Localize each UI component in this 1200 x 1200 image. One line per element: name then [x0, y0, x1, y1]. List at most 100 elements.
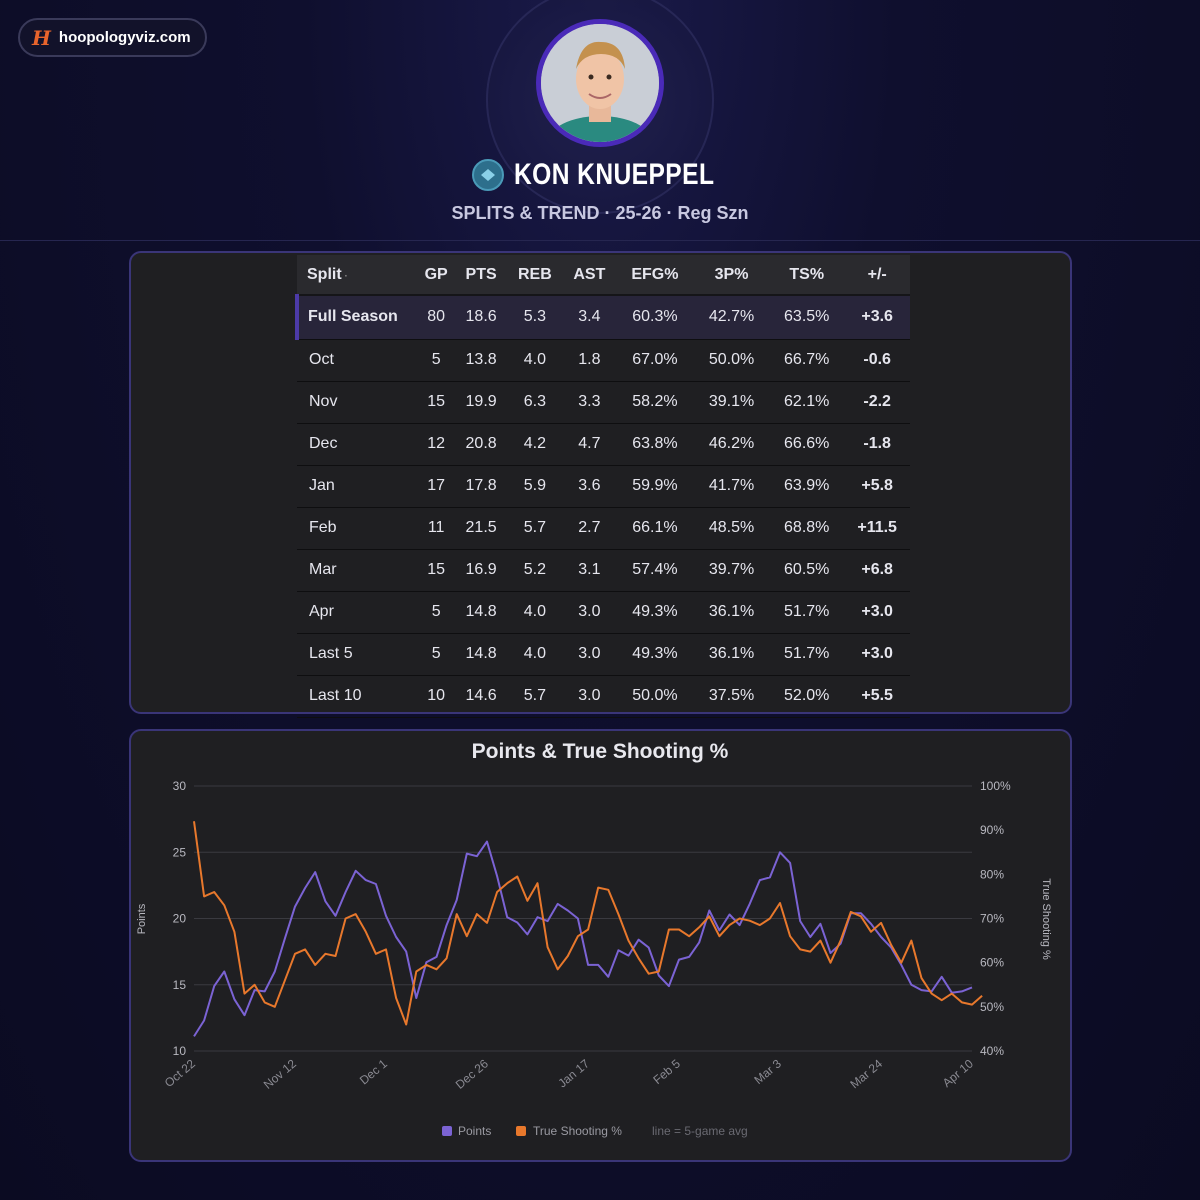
column-header-plus-minus[interactable]: +/-	[844, 255, 910, 296]
table-cell-reb: 4.0	[506, 633, 563, 676]
table-cell-3p: 39.1%	[693, 381, 770, 424]
table-cell-ts: 63.5%	[769, 295, 845, 340]
table-cell-gp: 15	[417, 381, 456, 424]
table-cell-ast: 3.0	[562, 675, 616, 718]
y-axis-label: Points	[136, 903, 148, 934]
table-cell-reb: 5.9	[506, 465, 563, 508]
player-name: KON KNUEPPEL	[513, 158, 715, 191]
brand-text: hoopologyviz.com	[58, 29, 191, 46]
column-header-efg[interactable]: EFG%	[615, 255, 694, 296]
column-header-label: 3P%	[714, 265, 749, 283]
table-cell-ast: 1.8	[562, 339, 616, 382]
table-row: Last 10 10 14.6 5.7 3.0 50.0% 37.5% 52.0% +5.5	[297, 675, 910, 718]
splits-panel: Split · GP PTS REB AST EFG% 3P% TS% +/- Full Sea…	[129, 251, 1072, 718]
table-row: Last 5 5 14.8 4.0 3.0 49.3% 36.1% 51.7% +3.0	[297, 633, 910, 676]
table-cell-3p: 41.7%	[693, 465, 770, 508]
table-cell-efg: 57.4%	[615, 549, 694, 592]
x-tick-label: Mar 24	[847, 1056, 885, 1091]
table-cell-efg: 66.1%	[615, 507, 694, 550]
table-cell-pts: 14.8	[455, 633, 507, 676]
table-cell-efg: 60.3%	[615, 295, 694, 340]
table-cell-gp: 10	[417, 675, 456, 718]
column-header-label: AST	[573, 265, 606, 283]
column-header-split[interactable]: Split ·	[297, 255, 417, 296]
table-row: Oct 5 13.8 4.0 1.8 67.0% 50.0% 66.7% -0.6	[297, 339, 910, 382]
table-cell-gp: 11	[417, 507, 456, 550]
table-cell-split: Nov	[297, 381, 417, 424]
table-cell-pts: 21.5	[455, 507, 507, 550]
brand-badge[interactable]: H hoopologyviz.com	[18, 18, 207, 57]
table-row: Dec 12 20.8 4.2 4.7 63.8% 46.2% 66.6% -1.8	[297, 423, 910, 466]
column-header-reb[interactable]: REB	[506, 255, 563, 296]
legend-swatch-points	[442, 1126, 452, 1136]
table-row: Full Season 80 18.6 5.3 3.4 60.3% 42.7% 63.5% +3…	[295, 295, 910, 340]
table-cell-reb: 4.0	[506, 339, 563, 382]
x-tick-label: Jan 17	[555, 1056, 592, 1090]
table-cell-gp: 12	[417, 423, 456, 466]
x-tick-label: Oct 22	[162, 1056, 198, 1090]
column-header-label: GP	[424, 265, 448, 283]
column-header-ts[interactable]: TS%	[769, 255, 845, 296]
y2-tick-label: 70%	[980, 912, 1004, 926]
table-cell-ts: 51.7%	[769, 633, 845, 676]
table-cell-ast: 3.0	[562, 591, 616, 634]
table-cell-reb: 5.3	[506, 295, 563, 340]
table-row: Mar 15 16.9 5.2 3.1 57.4% 39.7% 60.5% +6.8	[297, 549, 910, 592]
table-cell-ast: 2.7	[562, 507, 616, 550]
column-header-label: REB	[518, 265, 552, 283]
x-tick-label: Dec 1	[357, 1056, 390, 1087]
column-header-3p[interactable]: 3P%	[693, 255, 770, 296]
chart-panel: Points & True Shooting % 10 15 20 25 30 40% 50%…	[129, 729, 1072, 1162]
table-cell-3p: 36.1%	[693, 633, 770, 676]
column-header-gp[interactable]: GP	[417, 255, 456, 296]
hornets-logo-icon	[471, 159, 504, 191]
table-cell-efg: 49.3%	[615, 591, 694, 634]
y2-tick-label: 40%	[980, 1044, 1004, 1058]
y2-tick-label: 60%	[980, 956, 1004, 970]
table-cell-gp: 5	[417, 591, 456, 634]
table-cell-split: Last 10	[297, 675, 417, 718]
table-cell-3p: 50.0%	[693, 339, 770, 382]
table-cell-ts: 63.9%	[769, 465, 845, 508]
column-header-ast[interactable]: AST	[562, 255, 616, 296]
table-cell-plus-minus: +3.6	[844, 295, 910, 340]
table-cell-ts: 62.1%	[769, 381, 845, 424]
table-cell-efg: 50.0%	[615, 675, 694, 718]
column-header-label: Split	[307, 265, 342, 283]
column-header-pts[interactable]: PTS	[455, 255, 507, 296]
table-cell-pts: 14.6	[455, 675, 507, 718]
table-cell-pts: 14.8	[455, 591, 507, 634]
column-header-label: PTS	[465, 265, 497, 283]
table-cell-plus-minus: +5.5	[844, 675, 910, 718]
header-divider	[0, 240, 1200, 241]
player-headshot-icon	[541, 24, 659, 142]
table-cell-plus-minus: -2.2	[844, 381, 910, 424]
table-cell-ts: 66.6%	[769, 423, 845, 466]
table-cell-reb: 4.2	[506, 423, 563, 466]
table-cell-reb: 6.3	[506, 381, 563, 424]
table-cell-ts: 68.8%	[769, 507, 845, 550]
table-cell-ts: 60.5%	[769, 549, 845, 592]
table-cell-ast: 3.1	[562, 549, 616, 592]
table-row: Apr 5 14.8 4.0 3.0 49.3% 36.1% 51.7% +3.0	[297, 591, 910, 634]
table-cell-ast: 4.7	[562, 423, 616, 466]
table-cell-efg: 58.2%	[615, 381, 694, 424]
x-tick-label: Nov 12	[261, 1056, 299, 1091]
table-row: Jan 17 17.8 5.9 3.6 59.9% 41.7% 63.9% +5.8	[297, 465, 910, 508]
table-cell-ast: 3.6	[562, 465, 616, 508]
y-tick-label: 30	[173, 779, 187, 793]
table-cell-pts: 16.9	[455, 549, 507, 592]
table-cell-ts: 66.7%	[769, 339, 845, 382]
table-cell-efg: 49.3%	[615, 633, 694, 676]
table-cell-plus-minus: +6.8	[844, 549, 910, 592]
page-subtitle: SPLITS & TREND · 25-26 · Reg Szn	[451, 203, 749, 223]
series-line-true-shooting	[193, 821, 983, 1026]
y-tick-label: 25	[173, 845, 187, 859]
player-avatar	[536, 19, 664, 147]
table-cell-split: Oct	[297, 339, 417, 382]
table-cell-pts: 13.8	[455, 339, 507, 382]
table-cell-split: Apr	[297, 591, 417, 634]
table-body: Full Season 80 18.6 5.3 3.4 60.3% 42.7% 63.5% +3…	[295, 295, 910, 718]
table-cell-efg: 63.8%	[615, 423, 694, 466]
table-cell-split: Mar	[297, 549, 417, 592]
